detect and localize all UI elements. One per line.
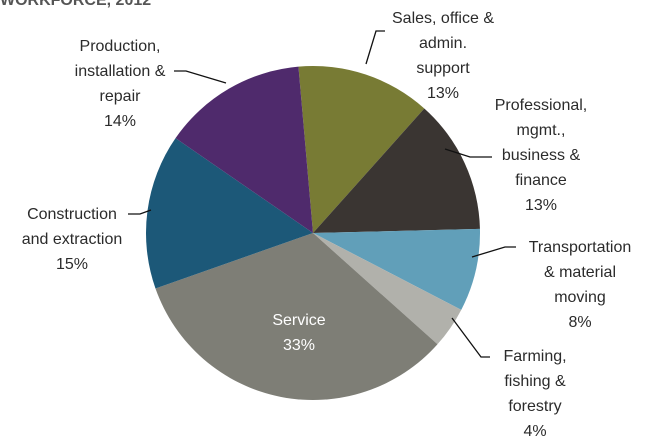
slice-label: Sales, office & admin. support	[392, 10, 494, 77]
slice-label: Farming, fishing & forestry	[503, 348, 567, 415]
pie-slice	[298, 66, 425, 233]
slice-value-label: 13%	[524, 197, 558, 214]
slice-value-label: 15%	[55, 256, 89, 273]
slice-value-label: 13%	[426, 85, 460, 102]
pie-slice	[313, 108, 480, 233]
chart-title: WORKFORCE, 2012	[0, 0, 152, 9]
slice-label: Construction and extraction	[21, 206, 123, 248]
leader-lines	[128, 30, 516, 358]
slice-label: Service	[272, 312, 326, 329]
slice-value-label: 14%	[103, 113, 137, 130]
pie-slice	[313, 228, 480, 310]
pie-slice	[313, 233, 462, 345]
pie-slice	[175, 66, 313, 233]
slice-label: Production, installation & repair	[74, 38, 166, 105]
slice-label: Professional, mgmt., business & finance	[494, 97, 588, 189]
leader-line	[451, 317, 490, 358]
leader-line	[471, 246, 516, 258]
pie-slice	[145, 138, 313, 289]
leader-line	[128, 209, 152, 215]
slice-value-label: 33%	[282, 337, 316, 354]
slice-value-label: 8%	[568, 314, 592, 331]
slice-label: Transportation & material moving	[528, 239, 632, 306]
leader-line	[174, 70, 227, 84]
leader-line	[365, 30, 385, 65]
slice-value-label: 4%	[523, 423, 547, 436]
pie-slice	[155, 233, 438, 401]
slices	[145, 66, 480, 401]
leader-line	[444, 148, 492, 158]
